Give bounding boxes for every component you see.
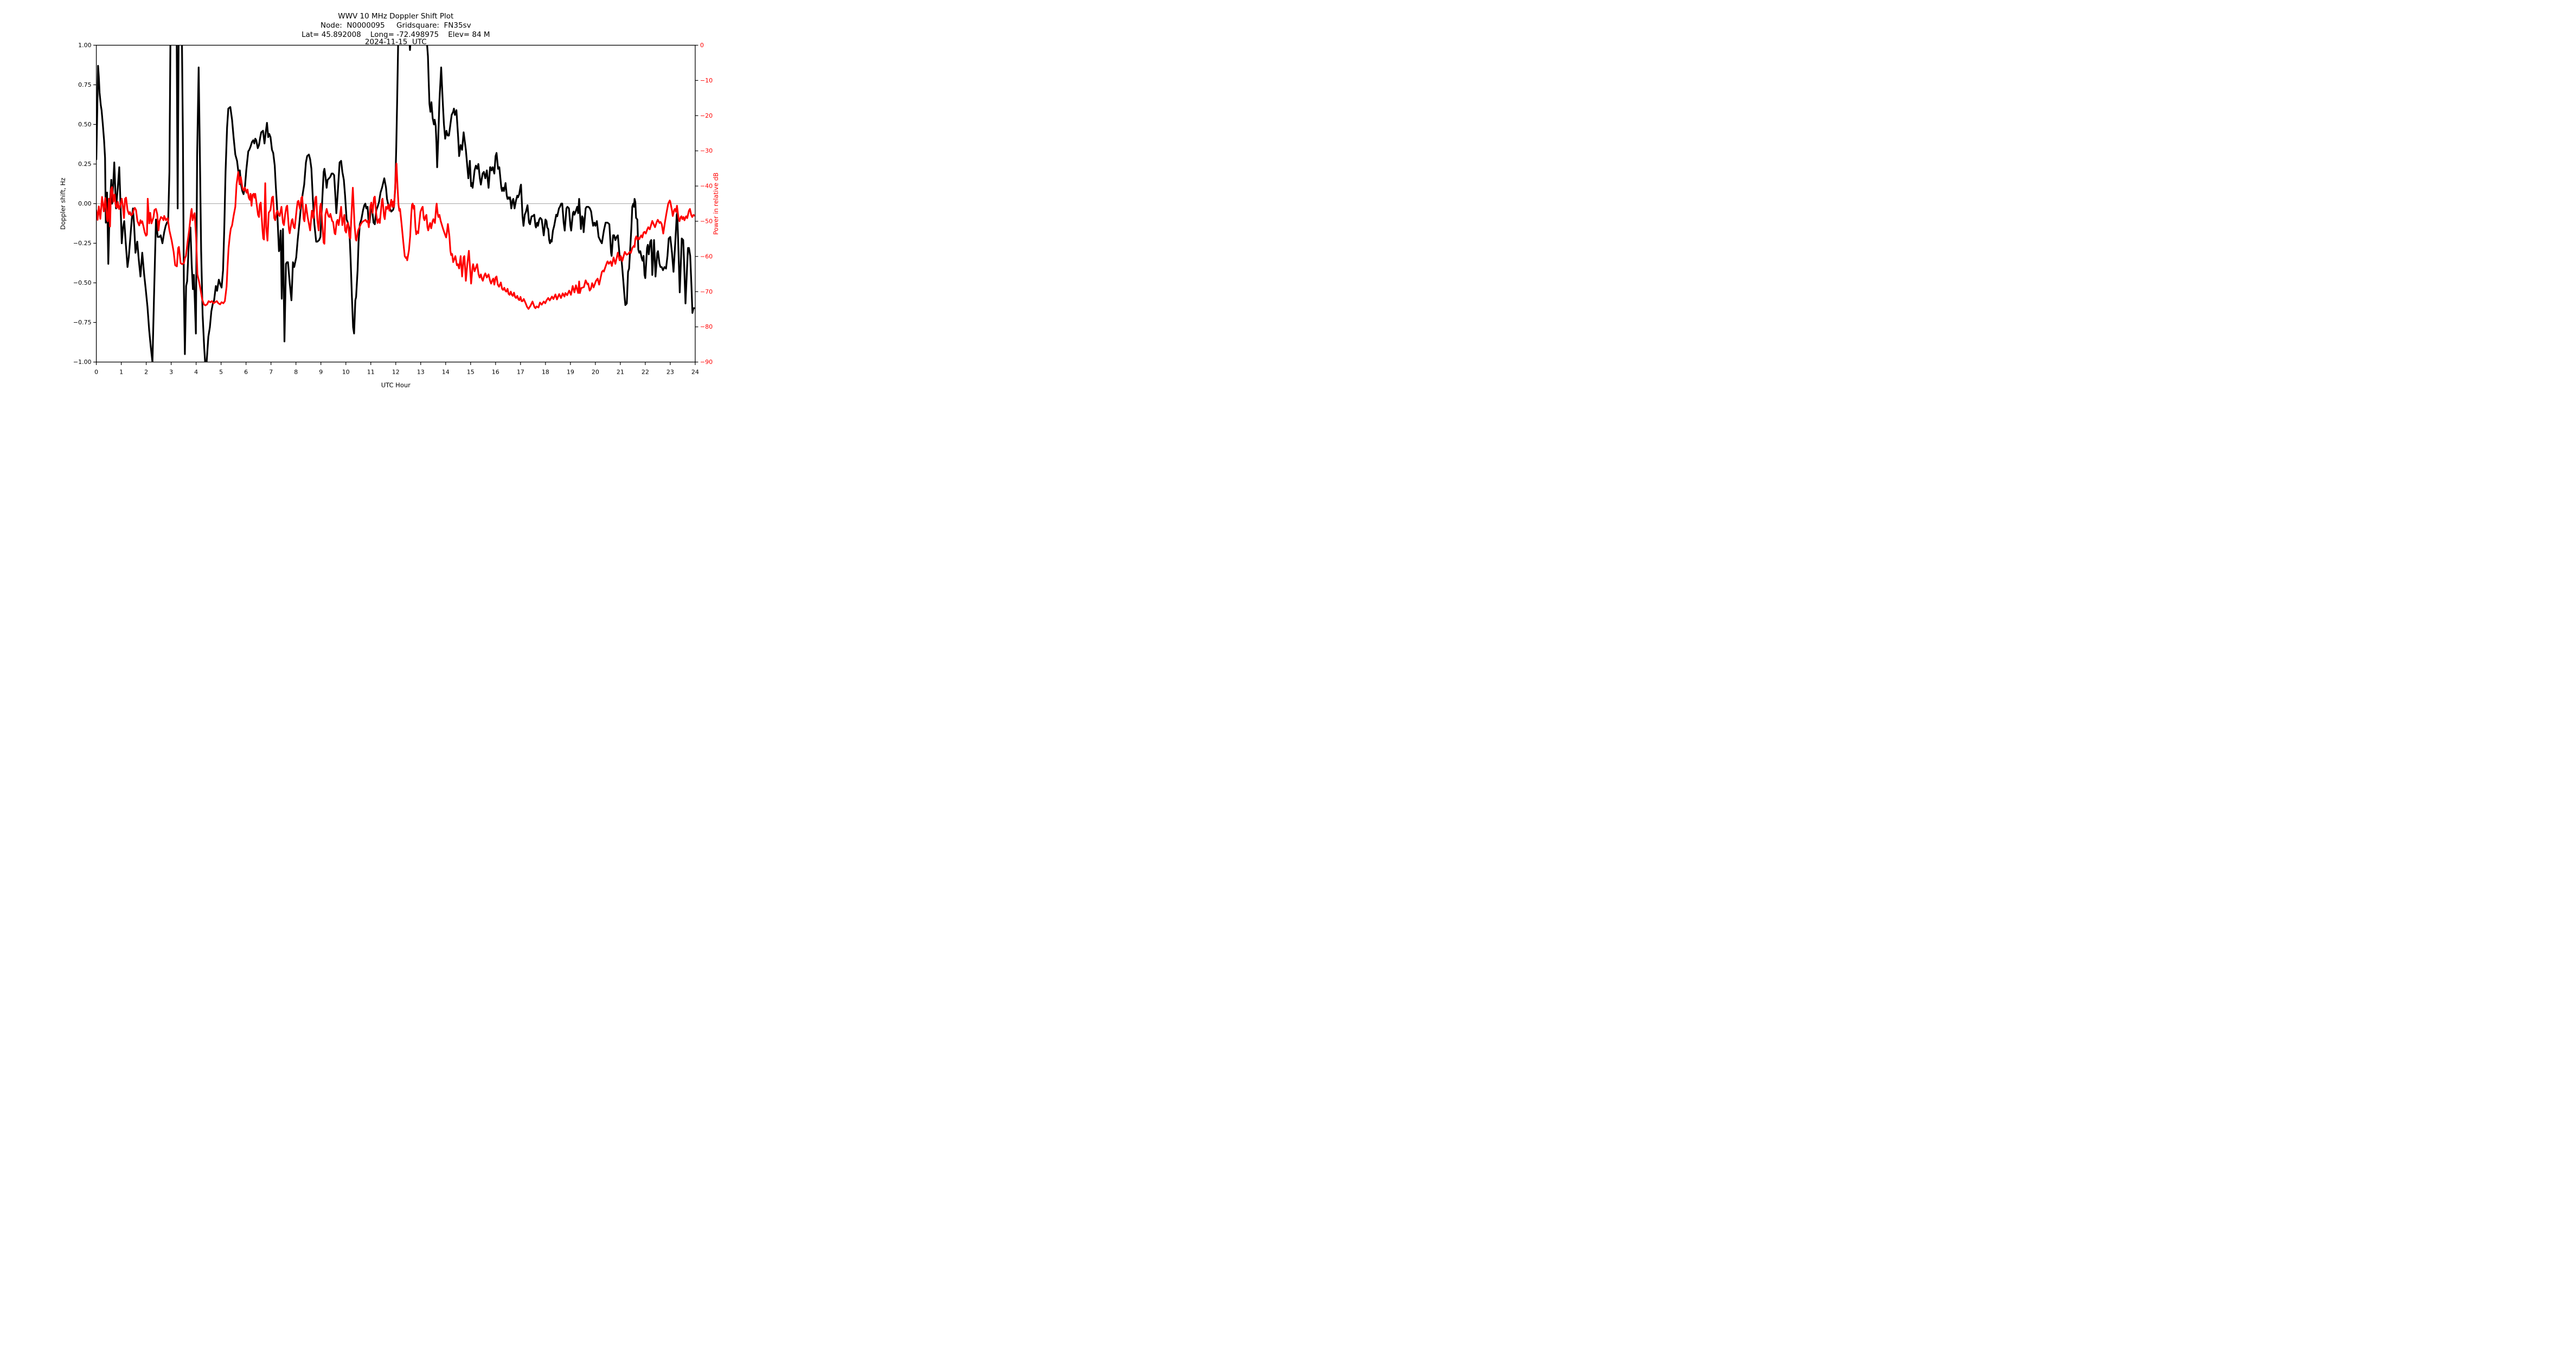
x-tick-label: 12 bbox=[392, 369, 400, 376]
x-tick-label: 10 bbox=[342, 369, 350, 376]
y-right-tick-label: −70 bbox=[700, 288, 713, 295]
y-left-tick-label: −0.75 bbox=[73, 319, 92, 326]
y-right-axis-label: Power in relative dB bbox=[712, 172, 720, 235]
x-tick-label: 4 bbox=[194, 369, 198, 376]
x-tick-label: 16 bbox=[492, 369, 499, 376]
x-tick-label: 15 bbox=[467, 369, 475, 376]
y-right-tick-label: −90 bbox=[700, 359, 713, 366]
title-line-1: WWV 10 MHz Doppler Shift Plot bbox=[338, 12, 453, 21]
x-tick-label: 2 bbox=[144, 369, 148, 376]
power-series bbox=[96, 162, 695, 310]
x-tick-label: 18 bbox=[542, 369, 549, 376]
title-line-lat-long-elev: Lat= 45.892008 Long= -72.498975 Elev= 84… bbox=[302, 30, 490, 39]
y-left-tick-label: 0.75 bbox=[78, 81, 92, 88]
x-tick-label: 22 bbox=[642, 369, 649, 376]
chart-title: WWV 10 MHz Doppler Shift Plot Node: N000… bbox=[302, 12, 490, 47]
y-left-axis-label: Doppler shift, Hz bbox=[59, 178, 67, 230]
x-tick-label: 21 bbox=[617, 369, 624, 376]
x-axis-ticks: 0 1 2 3 4 5 6 7 8 9 10 11 12 13 14 15 16 17 18 19 20 21 22 23 24 bbox=[94, 362, 699, 376]
y-right-tick-label: −10 bbox=[700, 77, 713, 84]
title-line-date: 2024-11-15 UTC bbox=[365, 38, 427, 47]
x-tick-label: 7 bbox=[269, 369, 273, 376]
y-left-tick-label: 0.25 bbox=[78, 161, 92, 168]
y-left-tick-label: 0.00 bbox=[78, 200, 92, 207]
x-tick-label: 14 bbox=[442, 369, 450, 376]
x-tick-label: 9 bbox=[319, 369, 323, 376]
y-left-tick-label: −0.25 bbox=[73, 240, 92, 247]
title-line-node-gridsquare: Node: N0000095 Gridsquare: FN35sv bbox=[321, 21, 471, 30]
y-right-tick-label: −80 bbox=[700, 323, 713, 330]
y-left-tick-label: 1.00 bbox=[78, 42, 92, 49]
x-tick-label: 23 bbox=[667, 369, 674, 376]
y-right-tick-label: −20 bbox=[700, 112, 713, 119]
x-tick-label: 24 bbox=[691, 369, 699, 376]
x-tick-label: 11 bbox=[367, 369, 375, 376]
y-right-tick-label: 0 bbox=[700, 42, 704, 49]
x-axis-label: UTC Hour bbox=[381, 381, 411, 389]
y-right-tick-label: −40 bbox=[700, 183, 713, 190]
x-tick-label: 20 bbox=[592, 369, 599, 376]
x-tick-label: 5 bbox=[219, 369, 223, 376]
doppler-shift-chart: WWV 10 MHz Doppler Shift Plot Node: N000… bbox=[59, 12, 720, 389]
x-tick-label: 19 bbox=[567, 369, 574, 376]
x-tick-label: 1 bbox=[119, 369, 123, 376]
y-left-tick-label: −0.50 bbox=[73, 279, 92, 286]
y-right-tick-label: −50 bbox=[700, 218, 713, 225]
y-left-axis-ticks: 1.00 0.75 0.50 0.25 0.00 −0.25 −0.50 −0.75 −1.00 bbox=[73, 42, 97, 366]
y-right-tick-label: −60 bbox=[700, 253, 713, 260]
x-tick-label: 8 bbox=[294, 369, 298, 376]
y-right-axis-ticks: 0 −10 −20 −30 −40 −50 −60 −70 −80 −90 bbox=[695, 42, 713, 366]
doppler-plot-page: WWV 10 MHz Doppler Shift Plot Node: N000… bbox=[0, 0, 773, 407]
x-tick-label: 17 bbox=[517, 369, 524, 376]
y-left-tick-label: −1.00 bbox=[73, 359, 92, 366]
x-tick-label: 3 bbox=[169, 369, 173, 376]
x-tick-label: 0 bbox=[94, 369, 98, 376]
y-left-tick-label: 0.50 bbox=[78, 121, 92, 128]
y-right-tick-label: −30 bbox=[700, 148, 713, 155]
x-tick-label: 6 bbox=[244, 369, 248, 376]
x-tick-label: 13 bbox=[417, 369, 425, 376]
doppler-shift-series bbox=[96, 45, 695, 362]
